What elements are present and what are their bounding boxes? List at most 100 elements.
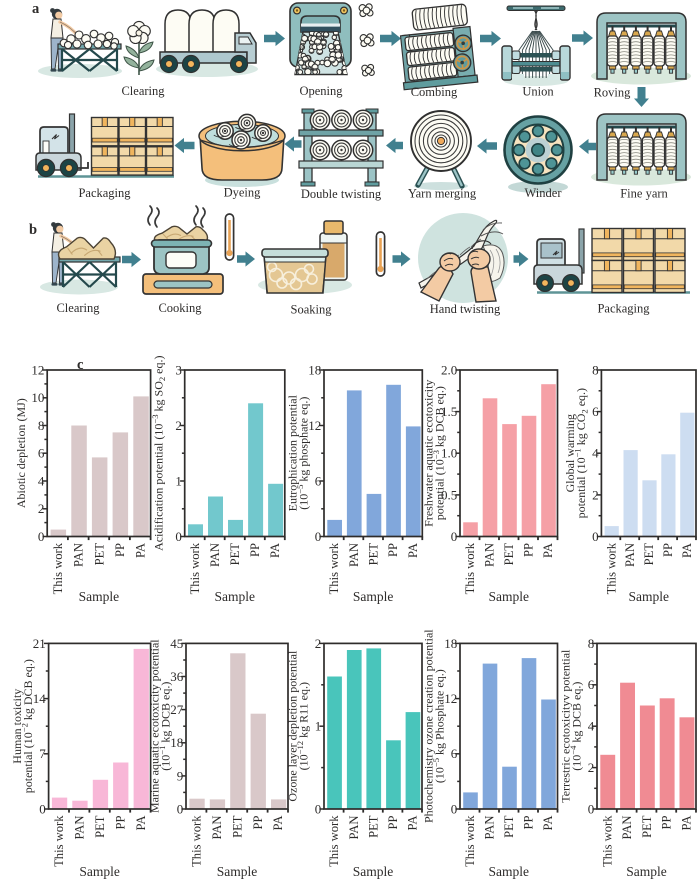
svg-text:PET: PET: [502, 543, 516, 566]
svg-text:12: 12: [31, 362, 44, 377]
svg-text:PA: PA: [541, 543, 555, 558]
svg-text:1: 1: [175, 473, 182, 488]
svg-text:PA: PA: [134, 543, 148, 558]
svg-text:PA: PA: [406, 543, 420, 558]
svg-text:PET: PET: [366, 815, 380, 838]
svg-text:This work: This work: [604, 542, 618, 594]
svg-text:PET: PET: [642, 543, 656, 566]
svg-text:6: 6: [592, 404, 599, 419]
svg-text:0: 0: [315, 529, 322, 544]
svg-text:potential (10−1​ kg CO2​ eq.): potential (10−1​ kg CO2​ eq.): [572, 388, 589, 518]
svg-text:Packaging: Packaging: [597, 302, 650, 316]
svg-text:Union: Union: [522, 85, 554, 99]
svg-text:0.5: 0.5: [441, 487, 457, 502]
svg-text:PET: PET: [502, 815, 516, 838]
svg-text:This work: This work: [51, 542, 65, 594]
svg-text:potential (10−2​ kg DCB eq.): potential (10−2​ kg DCB eq.): [20, 659, 36, 793]
svg-text:This work: This work: [52, 815, 66, 867]
svg-text:Cooking: Cooking: [158, 301, 202, 315]
svg-text:PA: PA: [680, 543, 694, 558]
svg-text:12: 12: [308, 418, 321, 433]
svg-text:Soaking: Soaking: [291, 303, 333, 317]
svg-text:18: 18: [308, 362, 321, 377]
svg-text:2: 2: [588, 760, 595, 775]
svg-text:Hand twisting: Hand twisting: [430, 302, 501, 316]
svg-text:This work: This work: [190, 815, 204, 867]
svg-text:Human toxicity: Human toxicity: [10, 689, 24, 764]
svg-text:PAN: PAN: [483, 543, 497, 567]
svg-text:b: b: [29, 222, 37, 238]
svg-text:Sample: Sample: [353, 864, 394, 879]
svg-text:27: 27: [170, 702, 184, 717]
svg-text:18: 18: [170, 735, 183, 750]
svg-text:4: 4: [38, 473, 45, 488]
svg-text:18: 18: [444, 636, 457, 651]
svg-text:This work: This work: [327, 542, 341, 594]
svg-text:PAN: PAN: [623, 543, 637, 567]
svg-text:Photochemistry ozone creation: Photochemistry ozone creation potential: [422, 629, 436, 823]
svg-text:This work: This work: [463, 542, 477, 594]
svg-text:2: 2: [38, 501, 45, 516]
svg-text:Marine aquatic ecotoxicity pot: Marine aquatic ecotoxicity potential: [148, 639, 162, 813]
svg-text:This work: This work: [327, 815, 341, 867]
svg-text:PA: PA: [406, 816, 420, 831]
svg-text:a: a: [32, 1, 40, 17]
svg-text:This work: This work: [600, 815, 614, 867]
svg-text:potential (10−3​ kg DCB eq.): potential (10−3​ kg DCB eq.): [431, 386, 447, 520]
svg-text:0: 0: [588, 801, 595, 816]
svg-text:Sample: Sample: [215, 589, 256, 604]
svg-text:2: 2: [315, 636, 322, 651]
svg-text:Sample: Sample: [628, 589, 669, 604]
svg-text:10: 10: [31, 390, 44, 405]
svg-text:PP: PP: [113, 543, 127, 557]
svg-text:Clearing: Clearing: [121, 84, 165, 98]
svg-text:(10−4​ kg DCB eq.): (10−4​ kg DCB eq.): [568, 682, 584, 771]
svg-text:1.5: 1.5: [441, 404, 457, 419]
svg-text:Acidification potential (10−3​: Acidification potential (10−3​ kg SO2​ e…: [150, 355, 167, 550]
svg-text:PP: PP: [522, 543, 536, 557]
svg-text:Sample: Sample: [79, 589, 120, 604]
svg-text:(10−12​ kg R11 eq.): (10−12​ kg R11 eq.): [295, 682, 311, 770]
svg-text:6: 6: [588, 677, 595, 692]
svg-text:Clearing: Clearing: [56, 301, 100, 315]
svg-text:6: 6: [451, 746, 458, 761]
svg-text:c: c: [77, 357, 84, 373]
svg-text:8: 8: [588, 636, 595, 651]
svg-text:2.0: 2.0: [441, 362, 457, 377]
svg-text:Dyeing: Dyeing: [224, 186, 262, 200]
svg-text:Sample: Sample: [489, 589, 530, 604]
svg-text:PP: PP: [248, 543, 262, 557]
svg-text:This work: This work: [188, 542, 202, 594]
svg-text:This work: This work: [463, 815, 477, 867]
svg-text:PAN: PAN: [620, 816, 634, 840]
svg-text:Global warming: Global warming: [563, 414, 577, 492]
svg-text:PAN: PAN: [72, 543, 86, 567]
svg-text:PP: PP: [660, 816, 674, 830]
svg-text:0: 0: [451, 529, 458, 544]
svg-text:6: 6: [315, 473, 322, 488]
svg-text:6: 6: [38, 446, 45, 461]
svg-text:PET: PET: [367, 543, 381, 566]
svg-text:Sample: Sample: [353, 589, 394, 604]
svg-text:3: 3: [175, 362, 182, 377]
svg-text:PAN: PAN: [73, 816, 87, 840]
svg-text:PET: PET: [92, 543, 106, 566]
svg-text:Roving: Roving: [594, 86, 632, 100]
svg-text:7: 7: [39, 746, 46, 761]
svg-text:PP: PP: [113, 816, 127, 830]
svg-text:14: 14: [33, 691, 47, 706]
svg-text:Freshwater aquatic ecotoxicity: Freshwater aquatic ecotoxicity: [422, 380, 436, 527]
svg-text:Sample: Sample: [217, 864, 258, 879]
svg-text:Sample: Sample: [79, 864, 120, 879]
svg-text:2: 2: [175, 418, 182, 433]
svg-text:(10−5​ kg phosphate eq.): (10−5​ kg phosphate eq.): [295, 397, 311, 510]
svg-text:(10−1​ kg DCB eq.): (10−1​ kg DCB eq.): [157, 682, 173, 771]
svg-text:Sample: Sample: [626, 864, 667, 879]
svg-text:9: 9: [177, 768, 184, 783]
svg-text:Yarn merging: Yarn merging: [408, 187, 477, 201]
svg-text:Opening: Opening: [299, 84, 343, 98]
svg-text:PA: PA: [680, 816, 694, 831]
svg-text:Double twisting: Double twisting: [301, 187, 382, 201]
svg-text:Sample: Sample: [489, 864, 530, 879]
svg-text:4: 4: [592, 446, 599, 461]
